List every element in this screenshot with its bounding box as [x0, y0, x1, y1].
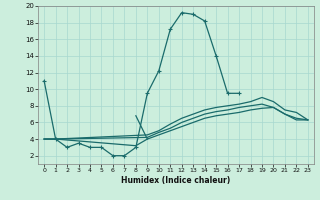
X-axis label: Humidex (Indice chaleur): Humidex (Indice chaleur) [121, 176, 231, 185]
